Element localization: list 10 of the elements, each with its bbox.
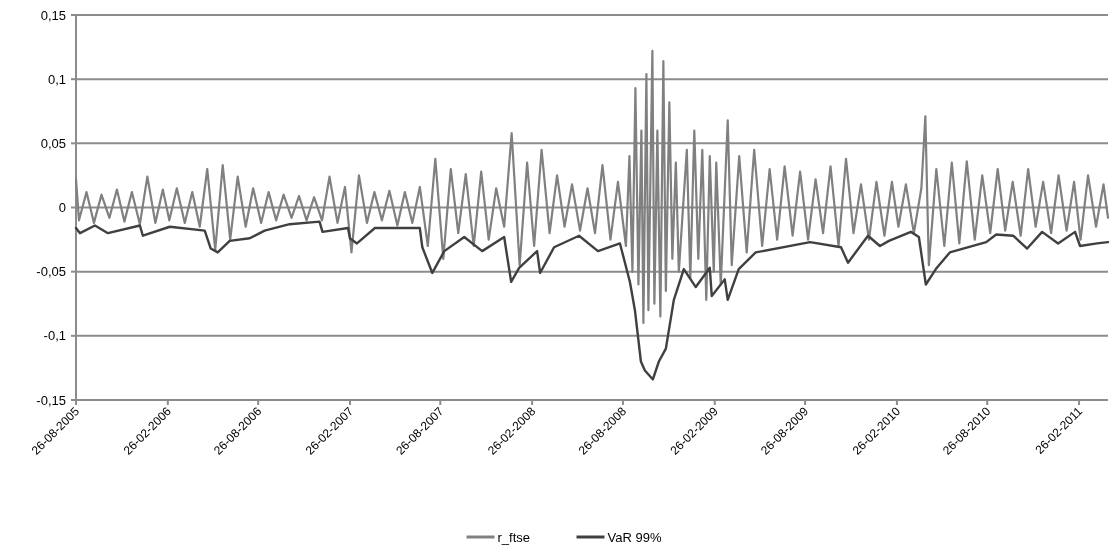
y-tick-label: -0,15 (36, 392, 66, 408)
y-tick-label: -0,05 (36, 264, 66, 280)
y-tick-label: 0 (58, 200, 66, 216)
y-tick-label: -0,1 (43, 328, 66, 344)
y-tick-label: 0,1 (47, 71, 66, 87)
y-tick-label: 0,05 (40, 135, 66, 151)
legend-label: r_ftse (497, 529, 531, 545)
line-series (74, 220, 1110, 381)
legend-label: VaR 99% (607, 529, 662, 545)
y-tick-label: 0,15 (40, 7, 66, 23)
